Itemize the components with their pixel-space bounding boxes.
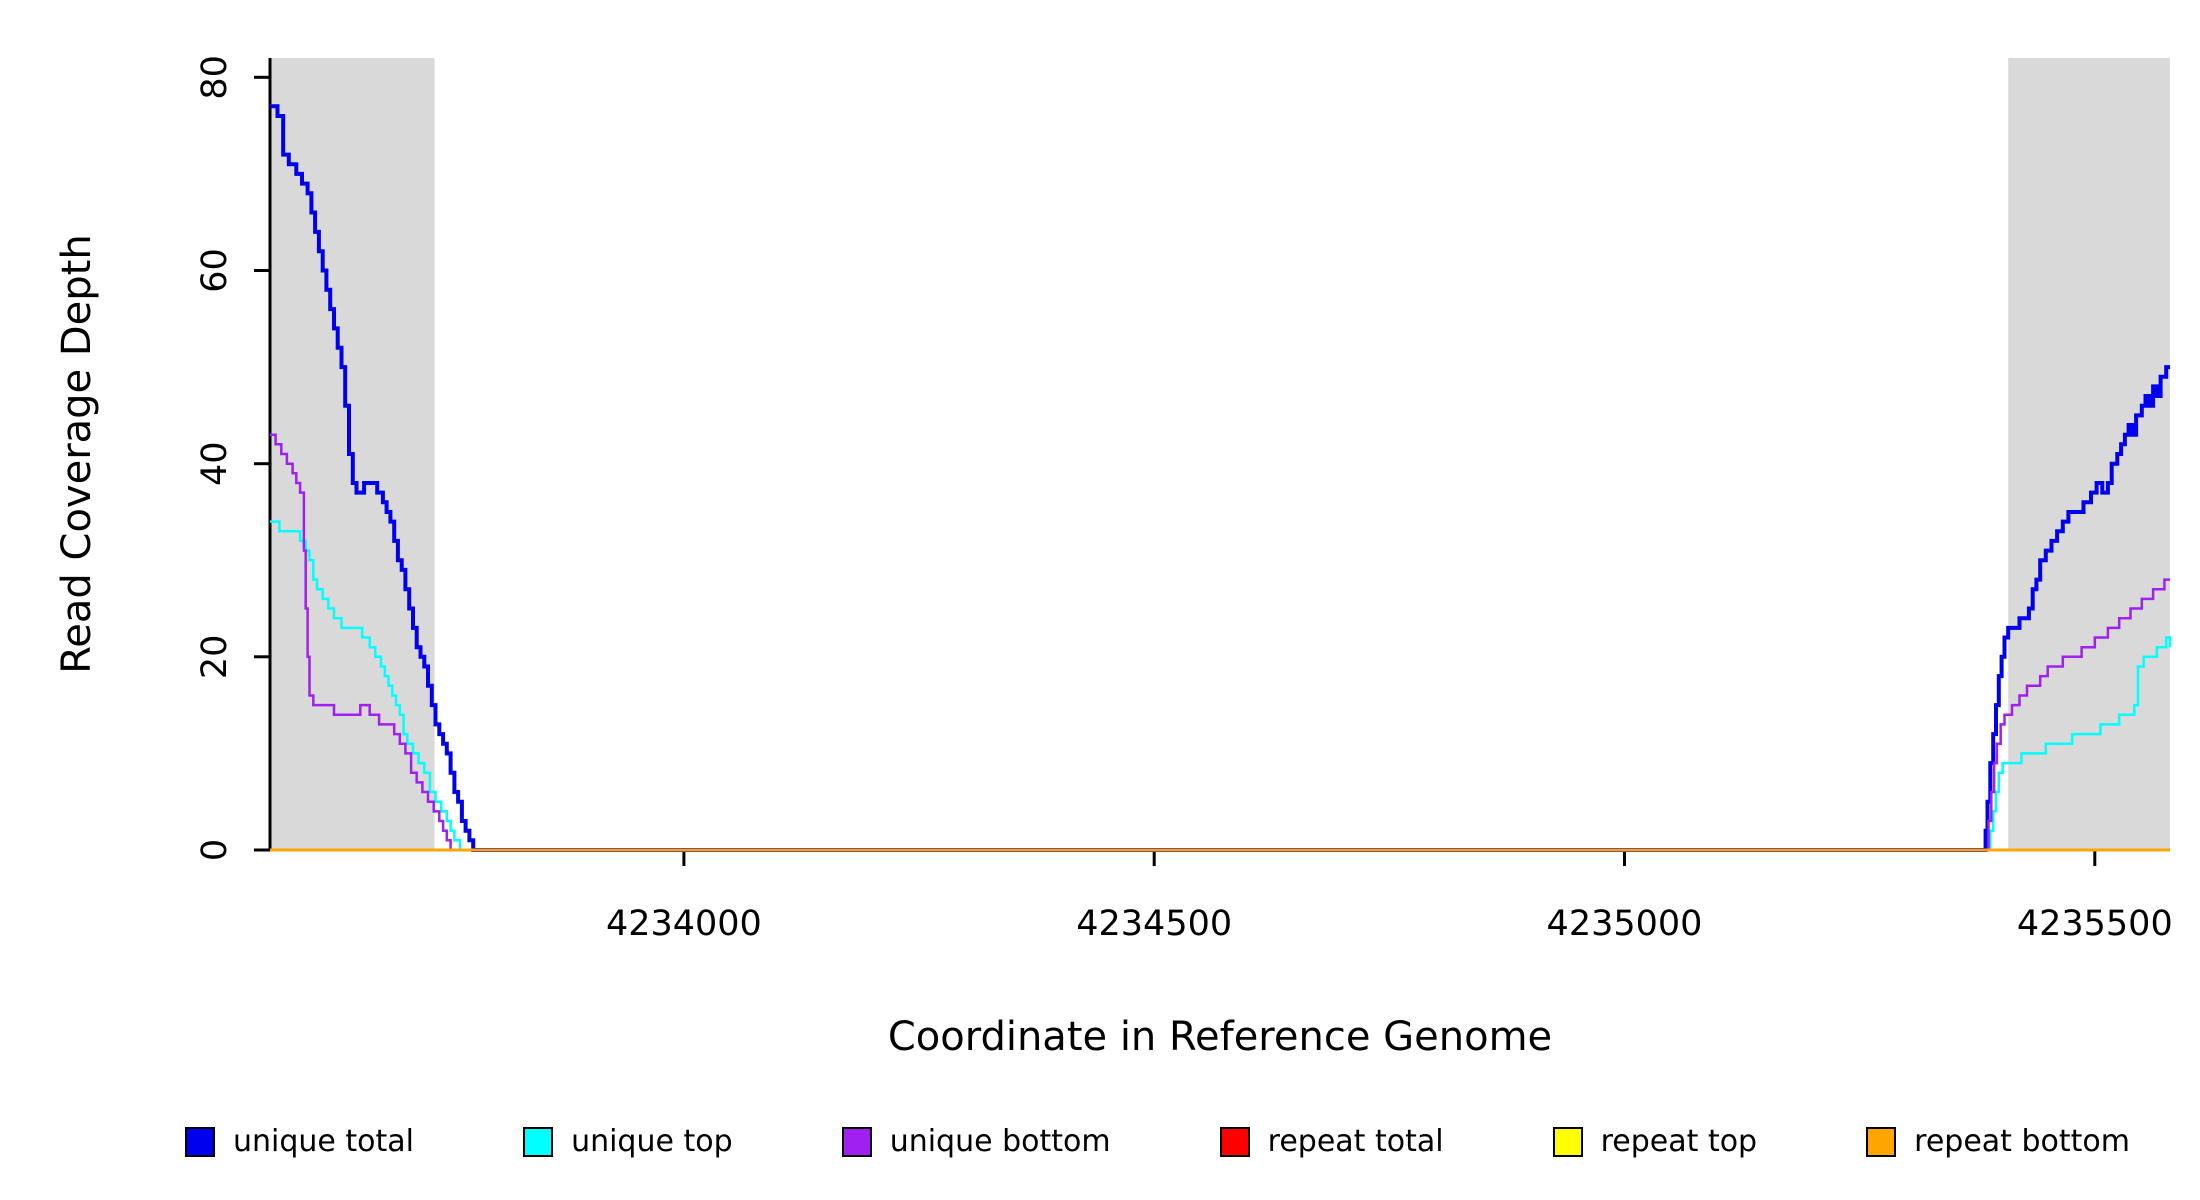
legend-item-repeat-top: repeat top <box>1552 1124 1758 1159</box>
legend-label-repeat-top: repeat top <box>1600 1124 1758 1159</box>
series-unique-total <box>270 104 2170 852</box>
legend-label-unique-total: unique total <box>233 1124 415 1159</box>
x-tick-label: 4235500 <box>2017 904 2173 944</box>
legend-swatch-repeat-top <box>1552 1126 1583 1157</box>
x-axis-title: Coordinate in Reference Genome <box>888 1014 1552 1060</box>
legend-label-repeat-total: repeat total <box>1267 1124 1444 1159</box>
legend-item-unique-top: unique top <box>523 1124 733 1159</box>
y-tick-label: 0 <box>195 839 235 861</box>
series-unique-top <box>270 520 2172 852</box>
y-tick-label: 60 <box>195 248 235 293</box>
y-axis-title: Read Coverage Depth <box>54 234 100 673</box>
y-tick-label: 40 <box>195 441 235 486</box>
legend: unique total unique top unique bottom re… <box>185 1124 2130 1159</box>
x-tick-label: 4234000 <box>606 904 762 944</box>
y-tick-label: 20 <box>195 635 235 680</box>
legend-item-unique-bottom: unique bottom <box>841 1124 1111 1159</box>
legend-swatch-repeat-total <box>1219 1126 1250 1157</box>
legend-swatch-repeat-bottom <box>1866 1126 1897 1157</box>
legend-label-unique-top: unique top <box>571 1124 733 1159</box>
series-unique-bottom <box>270 433 2170 852</box>
legend-label-repeat-bottom: repeat bottom <box>1914 1124 2130 1159</box>
x-tick-label: 4234500 <box>1076 904 1232 944</box>
legend-swatch-unique-total <box>185 1126 215 1157</box>
legend-item-repeat-bottom: repeat bottom <box>1866 1124 2130 1159</box>
legend-item-repeat-total: repeat total <box>1219 1124 1444 1159</box>
legend-label-unique-bottom: unique bottom <box>889 1124 1111 1159</box>
legend-swatch-unique-bottom <box>841 1126 872 1157</box>
x-tick-label: 4235000 <box>1547 904 1703 944</box>
legend-item-unique-total: unique total <box>185 1124 414 1159</box>
shaded-region-2 <box>2008 58 2170 850</box>
y-tick-label: 80 <box>195 55 235 100</box>
legend-swatch-unique-top <box>523 1126 554 1157</box>
